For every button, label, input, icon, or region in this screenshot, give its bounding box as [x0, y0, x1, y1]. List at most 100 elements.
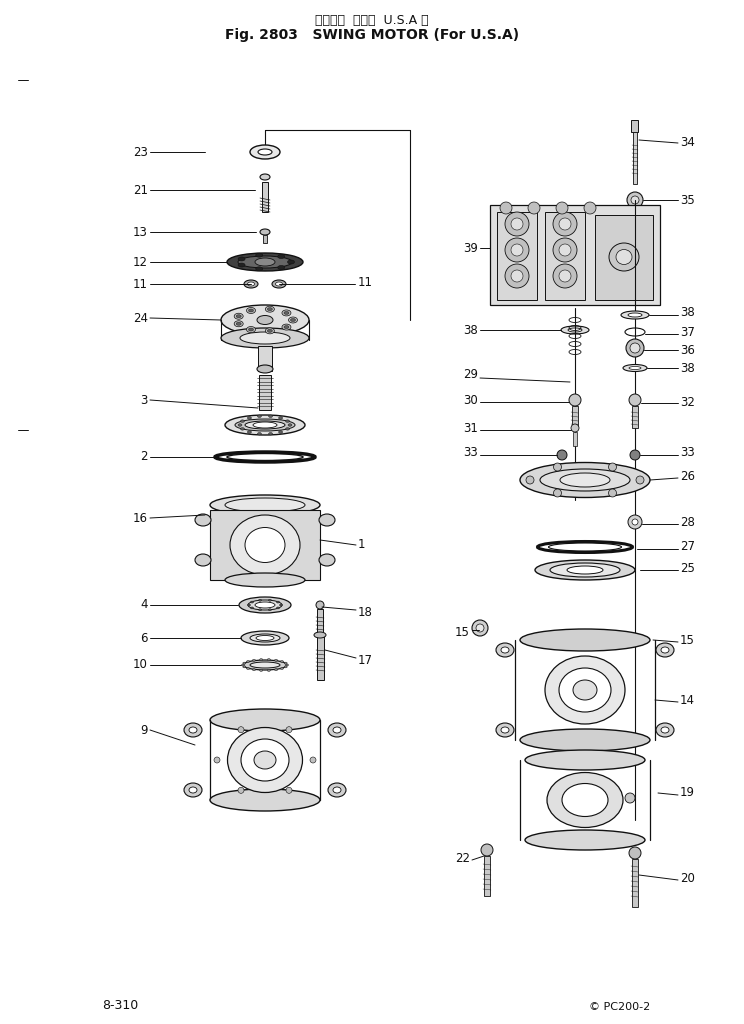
Circle shape: [553, 212, 577, 236]
Ellipse shape: [333, 727, 341, 733]
Ellipse shape: [241, 631, 289, 645]
Circle shape: [556, 202, 568, 214]
Circle shape: [609, 489, 617, 497]
Text: 12: 12: [133, 256, 148, 268]
Ellipse shape: [284, 311, 289, 314]
Ellipse shape: [248, 431, 251, 433]
Ellipse shape: [238, 256, 292, 268]
Ellipse shape: [225, 415, 305, 435]
Ellipse shape: [248, 328, 254, 331]
Circle shape: [630, 450, 640, 460]
Ellipse shape: [252, 659, 255, 662]
Bar: [631, 120, 638, 132]
Circle shape: [628, 515, 642, 529]
Ellipse shape: [238, 424, 242, 426]
Ellipse shape: [266, 306, 275, 312]
Bar: [497, 212, 537, 300]
Text: 8-310: 8-310: [102, 999, 138, 1012]
Ellipse shape: [247, 660, 250, 663]
Ellipse shape: [278, 255, 285, 258]
Ellipse shape: [278, 265, 285, 269]
Ellipse shape: [314, 632, 326, 638]
Ellipse shape: [238, 257, 245, 261]
Circle shape: [310, 757, 316, 763]
Text: 31: 31: [463, 422, 478, 434]
Ellipse shape: [561, 326, 589, 334]
Circle shape: [286, 727, 292, 733]
Ellipse shape: [247, 668, 250, 670]
Ellipse shape: [248, 309, 254, 312]
Ellipse shape: [267, 658, 270, 660]
Ellipse shape: [333, 787, 341, 793]
Text: 18: 18: [358, 605, 373, 618]
Ellipse shape: [258, 150, 272, 155]
Text: 21: 21: [133, 183, 148, 197]
Ellipse shape: [242, 664, 245, 666]
Ellipse shape: [537, 542, 632, 553]
Ellipse shape: [277, 601, 280, 603]
Ellipse shape: [267, 330, 272, 333]
Ellipse shape: [243, 666, 246, 668]
Ellipse shape: [525, 750, 645, 770]
Ellipse shape: [254, 751, 276, 769]
Ellipse shape: [496, 723, 514, 737]
Ellipse shape: [319, 554, 335, 566]
Circle shape: [505, 212, 529, 236]
Ellipse shape: [267, 670, 270, 672]
Ellipse shape: [520, 629, 650, 651]
Circle shape: [557, 450, 567, 460]
Text: スイング  モータ  U.S.A 向: スイング モータ U.S.A 向: [315, 14, 429, 27]
Text: 39: 39: [463, 242, 478, 255]
Ellipse shape: [567, 566, 603, 574]
Circle shape: [286, 787, 292, 794]
Ellipse shape: [243, 660, 287, 670]
Ellipse shape: [250, 662, 280, 668]
Ellipse shape: [656, 643, 674, 657]
Circle shape: [554, 489, 562, 497]
Text: 13: 13: [133, 225, 148, 239]
Circle shape: [472, 620, 488, 636]
Text: © PC200-2: © PC200-2: [589, 1002, 650, 1012]
Ellipse shape: [240, 428, 245, 430]
Bar: [632, 406, 638, 428]
Ellipse shape: [269, 432, 272, 435]
Bar: [572, 406, 578, 428]
Ellipse shape: [189, 727, 197, 733]
Ellipse shape: [272, 280, 286, 288]
Ellipse shape: [248, 600, 282, 610]
Bar: [573, 432, 577, 446]
Text: 37: 37: [680, 326, 695, 339]
Bar: [262, 182, 268, 212]
Circle shape: [559, 244, 571, 256]
Ellipse shape: [289, 317, 298, 323]
Ellipse shape: [251, 601, 254, 603]
Ellipse shape: [284, 663, 287, 665]
Bar: [317, 635, 324, 680]
Ellipse shape: [189, 787, 197, 793]
Ellipse shape: [278, 431, 283, 433]
Bar: [490, 205, 660, 305]
Text: 3: 3: [141, 393, 148, 407]
Ellipse shape: [195, 514, 211, 526]
Circle shape: [629, 394, 641, 406]
Circle shape: [630, 343, 640, 353]
Circle shape: [554, 463, 562, 471]
Ellipse shape: [280, 660, 283, 663]
Ellipse shape: [259, 599, 262, 601]
Circle shape: [214, 757, 220, 763]
Bar: [317, 609, 323, 635]
Ellipse shape: [244, 280, 258, 288]
Ellipse shape: [215, 452, 315, 462]
Text: 34: 34: [680, 136, 695, 150]
Ellipse shape: [260, 670, 263, 672]
Text: 26: 26: [680, 469, 695, 482]
Ellipse shape: [257, 415, 261, 418]
Text: 10: 10: [133, 658, 148, 672]
Ellipse shape: [256, 267, 263, 270]
Text: 19: 19: [680, 786, 695, 800]
Ellipse shape: [269, 608, 272, 610]
Circle shape: [505, 238, 529, 262]
Ellipse shape: [260, 174, 270, 180]
Ellipse shape: [234, 313, 243, 319]
Text: 16: 16: [133, 512, 148, 524]
